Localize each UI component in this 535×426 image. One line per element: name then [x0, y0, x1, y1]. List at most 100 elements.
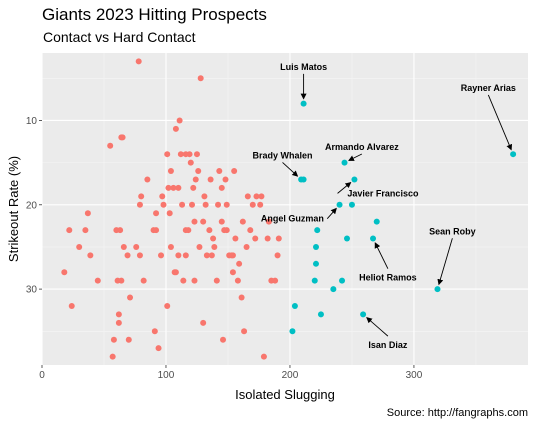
data-point — [115, 311, 122, 318]
data-point — [252, 235, 259, 242]
data-point — [172, 269, 179, 276]
data-point — [164, 151, 171, 158]
data-point — [274, 252, 281, 259]
annotation-label: Luis Matos — [280, 62, 327, 72]
data-point — [215, 201, 222, 208]
data-point — [187, 159, 194, 166]
data-point — [220, 336, 227, 343]
data-point — [229, 252, 236, 259]
data-point — [265, 218, 272, 225]
axis-ticks: 0 100 200 300 10 20 30 — [26, 116, 423, 381]
data-point — [87, 252, 94, 259]
player-annotations: Luis Matos Rayner Arias Armando Alvarez Bra… — [253, 62, 516, 350]
source-caption: Source: http://fangraphs.com — [387, 407, 528, 419]
annotation-arrow — [366, 317, 389, 337]
data-point — [202, 201, 209, 208]
data-point — [94, 277, 101, 284]
data-point — [185, 227, 192, 234]
data-point — [179, 201, 186, 208]
data-point — [272, 277, 279, 284]
data-point — [206, 227, 213, 234]
data-point — [180, 277, 187, 284]
annotation-label: Angel Guzman — [261, 214, 324, 224]
data-point — [312, 260, 319, 267]
annotation-arrow — [437, 238, 453, 286]
data-point — [167, 168, 174, 175]
data-point — [144, 176, 151, 183]
data-point — [193, 151, 200, 158]
data-point — [208, 252, 215, 259]
data-point — [107, 142, 114, 149]
data-point — [177, 151, 184, 158]
x-tick-label: 300 — [406, 370, 423, 381]
data-point — [211, 243, 218, 250]
data-point — [192, 176, 199, 183]
data-point — [119, 134, 126, 141]
data-point — [300, 100, 307, 107]
data-point — [234, 277, 241, 284]
x-tick-label: 100 — [158, 370, 175, 381]
data-point — [76, 243, 83, 250]
data-point — [136, 201, 143, 208]
data-point — [164, 302, 171, 309]
data-point — [229, 269, 236, 276]
annotation-label: Brady Whalen — [253, 150, 313, 160]
data-point — [201, 193, 208, 200]
data-point — [314, 227, 321, 234]
data-point — [231, 168, 238, 175]
data-point — [239, 218, 246, 225]
data-point — [218, 218, 225, 225]
data-point — [264, 235, 271, 242]
data-point — [172, 125, 179, 132]
data-point — [160, 201, 167, 208]
data-point — [138, 193, 145, 200]
data-point — [291, 302, 298, 309]
data-point — [200, 218, 207, 225]
data-point — [118, 277, 125, 284]
data-point — [170, 184, 177, 191]
data-point — [176, 117, 183, 124]
data-point — [223, 227, 230, 234]
y-tick-label: 30 — [26, 285, 38, 296]
data-point — [218, 184, 225, 191]
data-point — [175, 252, 182, 259]
data-point — [155, 345, 162, 352]
grid-layer — [41, 53, 528, 365]
data-point — [351, 176, 358, 183]
data-point — [241, 328, 248, 335]
data-point — [210, 235, 217, 242]
data-point — [133, 243, 140, 250]
data-point — [257, 201, 264, 208]
annotation-arrow — [282, 162, 299, 177]
annotation-label: Armando Alvarez — [325, 142, 399, 152]
data-point — [110, 336, 117, 343]
data-point — [127, 294, 134, 301]
chart-subtitle: Contact vs Hard Contact — [43, 29, 196, 45]
data-point — [243, 243, 250, 250]
data-point — [207, 176, 214, 183]
data-point — [244, 193, 251, 200]
data-point — [253, 193, 260, 200]
data-point — [343, 235, 350, 242]
annotation-arrow — [374, 242, 389, 269]
data-point — [330, 286, 337, 293]
data-point — [153, 227, 160, 234]
data-point — [153, 210, 160, 217]
data-point — [151, 328, 158, 335]
data-point — [117, 227, 124, 234]
x-tick-label: 200 — [282, 370, 299, 381]
data-point — [120, 243, 127, 250]
data-point — [189, 201, 196, 208]
annotation-label: Sean Roby — [429, 226, 476, 236]
x-tick-label: 0 — [39, 370, 45, 381]
data-point — [196, 243, 203, 250]
data-point — [275, 235, 282, 242]
data-point — [223, 201, 230, 208]
data-point — [84, 210, 91, 217]
data-point — [213, 277, 220, 284]
data-point — [200, 319, 207, 326]
data-point — [348, 201, 355, 208]
data-point — [216, 168, 223, 175]
y-tick-label: 20 — [26, 200, 38, 211]
